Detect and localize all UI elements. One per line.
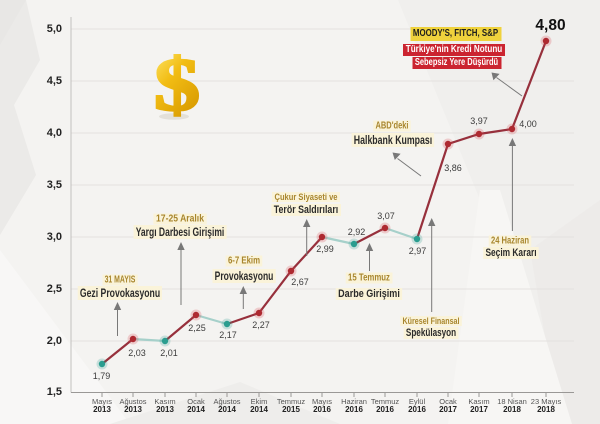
svg-text:$: $ xyxy=(154,44,200,127)
